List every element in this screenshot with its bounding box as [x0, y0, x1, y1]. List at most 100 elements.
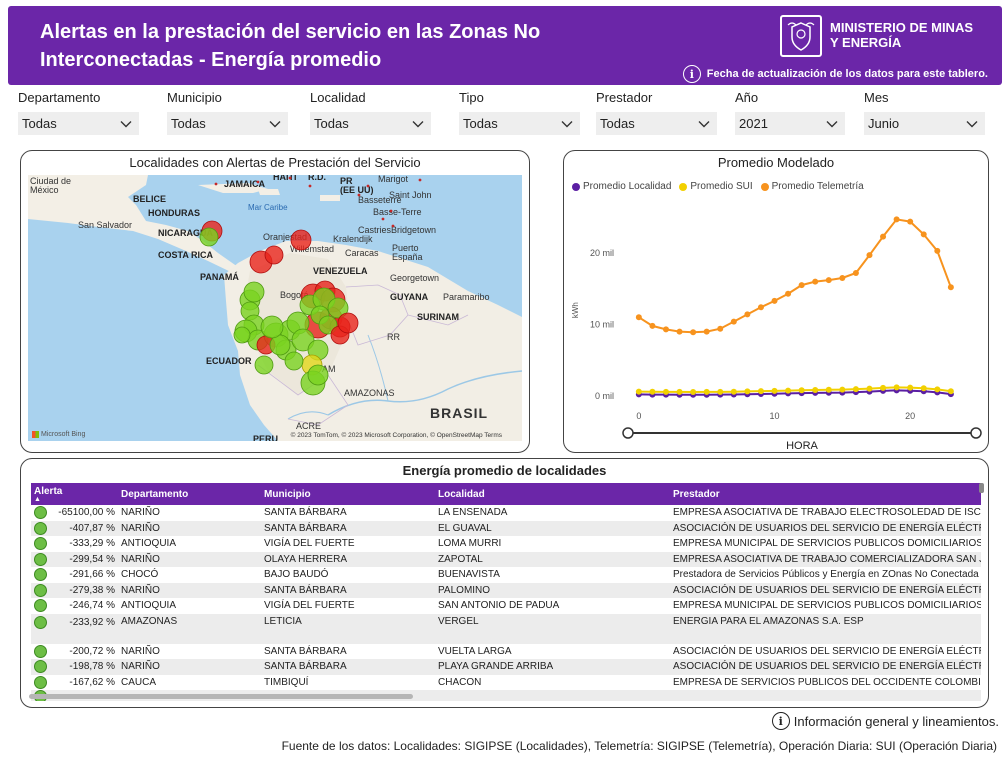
update-info-link[interactable]: i Fecha de actualización de los datos pa…	[682, 65, 988, 83]
data-point[interactable]	[825, 277, 832, 284]
alert-point[interactable]	[290, 229, 312, 251]
info-icon[interactable]: i	[682, 65, 701, 83]
alert-point[interactable]	[199, 227, 219, 247]
data-point[interactable]	[920, 385, 927, 392]
table-row[interactable]: -233,92 % AMAZONAS LETICIA VERGEL ENERGIA PA…	[31, 613, 981, 644]
alerts-map[interactable]: Ciudad de México BELICE HONDURAS JAMAICA HAI…	[28, 175, 522, 441]
alert-point[interactable]	[307, 364, 329, 386]
data-point[interactable]	[676, 388, 683, 395]
data-point[interactable]	[852, 270, 859, 276]
table-row[interactable]: -167,62 % CAUCA TIMBIQUÍ CHACON EMPRESA DE S…	[31, 675, 981, 691]
table-row[interactable]: -246,74 % ANTIOQUIA VIGÍA DEL FUERTE SAN AN…	[31, 598, 981, 614]
data-point[interactable]	[717, 325, 724, 332]
filter-dropdown[interactable]: Todas	[596, 112, 717, 135]
data-point[interactable]	[880, 384, 887, 391]
range-slider-start-handle[interactable]	[622, 427, 634, 439]
table-row[interactable]: -198,78 % NARIÑO SANTA BÁRBARA PLAYA GRANDE…	[31, 659, 981, 675]
data-point[interactable]	[730, 388, 737, 395]
sort-ascending-icon[interactable]: ▲	[34, 495, 41, 503]
alert-point[interactable]	[233, 326, 251, 344]
data-point[interactable]	[852, 386, 859, 393]
data-point[interactable]	[635, 388, 642, 395]
data-point[interactable]	[649, 388, 656, 395]
table-row[interactable]: -65100,00 % NARIÑO SANTA BÁRBARA LA ENSENAD…	[31, 505, 981, 521]
filter-dropdown[interactable]: Todas	[18, 112, 139, 135]
alert-point[interactable]	[260, 315, 284, 339]
data-point[interactable]	[893, 216, 900, 223]
data-point[interactable]	[934, 386, 941, 393]
table-row[interactable]: -407,87 % NARIÑO SANTA BÁRBARA EL GUAVAL ASO…	[31, 520, 981, 536]
data-point[interactable]	[839, 275, 846, 281]
table-row[interactable]: -333,29 % ANTIOQUIA VIGÍA DEL FUERTE LOMA M…	[31, 536, 981, 552]
data-point[interactable]	[866, 252, 873, 259]
data-point[interactable]	[947, 284, 954, 291]
filter-dropdown[interactable]: 2021	[735, 112, 845, 135]
table-row[interactable]: -299,54 % NARIÑO OLAYA HERRERA ZAPOTAL EMPRE…	[31, 551, 981, 567]
data-point[interactable]	[866, 385, 873, 392]
data-point[interactable]	[825, 386, 832, 393]
data-point[interactable]	[880, 233, 887, 240]
filter-dropdown[interactable]: Junio	[864, 112, 985, 135]
general-info-link[interactable]: i Información general y lineamientos.	[771, 712, 999, 730]
alert-points[interactable]	[28, 175, 522, 441]
data-point[interactable]	[757, 388, 764, 395]
data-point[interactable]	[717, 388, 724, 395]
data-point[interactable]	[744, 311, 751, 318]
alert-point[interactable]	[254, 355, 274, 375]
filter-dropdown[interactable]: Todas	[459, 112, 580, 135]
data-point[interactable]	[812, 278, 819, 285]
column-header[interactable]: Prestador	[670, 483, 981, 505]
data-point[interactable]	[785, 387, 792, 394]
data-point[interactable]	[662, 388, 669, 395]
table-row[interactable]: -200,72 % NARIÑO SANTA BÁRBARA VUELTA LARGA…	[31, 644, 981, 660]
data-point[interactable]	[907, 384, 914, 391]
alert-point[interactable]	[327, 297, 349, 319]
legend-item[interactable]: Promedio SUI	[679, 181, 753, 192]
data-point[interactable]	[907, 218, 914, 225]
data-point[interactable]	[690, 389, 697, 395]
map-credit[interactable]: © 2023 TomTom, © 2023 Microsoft Corporat…	[290, 432, 502, 439]
data-point[interactable]	[703, 388, 710, 395]
data-point[interactable]	[649, 322, 656, 329]
alert-point[interactable]	[264, 245, 284, 265]
alert-point[interactable]	[284, 351, 304, 371]
data-point[interactable]	[635, 314, 642, 321]
data-point[interactable]	[947, 388, 954, 395]
table-row[interactable]: -279,38 % NARIÑO SANTA BÁRBARA PALOMINO ASOC…	[31, 582, 981, 598]
data-point[interactable]	[893, 384, 900, 391]
info-icon[interactable]: i	[771, 712, 790, 730]
filter-dropdown[interactable]: Todas	[167, 112, 288, 135]
alert-point[interactable]	[337, 312, 359, 334]
data-point[interactable]	[662, 326, 669, 333]
table-row[interactable]: -291,66 % CHOCÓ BAJO BAUDÓ BUENAVISTA Presta…	[31, 567, 981, 583]
data-point[interactable]	[757, 304, 764, 311]
vertical-scrollbar[interactable]	[979, 483, 984, 493]
data-point[interactable]	[744, 388, 751, 395]
data-point[interactable]	[798, 282, 805, 289]
range-slider-end-handle[interactable]	[970, 427, 982, 439]
legend-item[interactable]: Promedio Localidad	[572, 181, 671, 192]
data-point[interactable]	[798, 387, 805, 394]
data-point[interactable]	[730, 318, 737, 325]
horizontal-scrollbar[interactable]	[29, 694, 413, 699]
legend-item[interactable]: Promedio Telemetría	[760, 181, 864, 192]
column-header[interactable]: Alerta ▲	[31, 483, 118, 505]
data-point[interactable]	[839, 386, 846, 393]
alert-point[interactable]	[291, 328, 315, 352]
column-header[interactable]: Localidad	[435, 483, 670, 505]
line-chart[interactable]: 0 mil 10 mil 20 mil kWh 0 10 20 HORA	[564, 173, 989, 453]
table-scroll-area[interactable]: Alerta ▲ Departamento Municipio Localidad Pre…	[31, 483, 981, 701]
data-point[interactable]	[920, 231, 927, 238]
data-point[interactable]	[934, 247, 941, 254]
alert-point[interactable]	[243, 281, 265, 303]
data-point[interactable]	[703, 328, 710, 335]
data-point[interactable]	[771, 297, 778, 304]
data-point[interactable]	[785, 290, 792, 297]
column-header[interactable]: Municipio	[261, 483, 435, 505]
data-point[interactable]	[812, 387, 819, 393]
column-header[interactable]: Departamento	[118, 483, 261, 505]
data-point[interactable]	[690, 329, 697, 336]
data-point[interactable]	[771, 387, 778, 394]
data-point[interactable]	[676, 328, 683, 335]
filter-dropdown[interactable]: Todas	[310, 112, 431, 135]
